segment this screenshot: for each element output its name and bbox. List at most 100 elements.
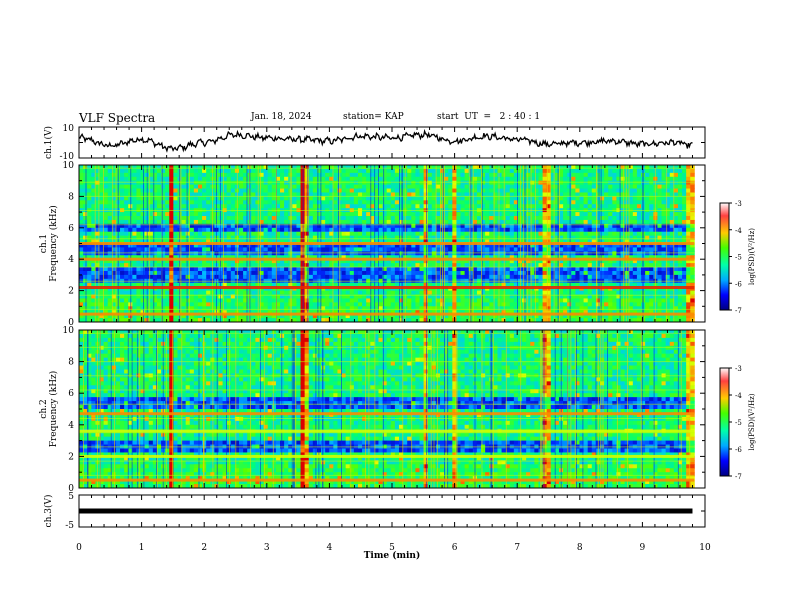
spectrogram-ch1-cell (661, 172, 667, 178)
spectrogram-ch1-cell (120, 176, 125, 182)
spectrogram-ch1-cell (435, 180, 441, 186)
spectrogram-ch1-cell (538, 196, 543, 201)
spectrogram-ch1-cell (185, 294, 191, 299)
spectrogram-ch1-cell (312, 192, 318, 197)
spectrogram-ch1-cell (579, 204, 584, 209)
spectrogram-ch1-cell (612, 243, 617, 248)
spectrogram-ch1-cell (169, 247, 174, 252)
spectrogram-ch1-cell (628, 251, 634, 256)
spectrogram-ch1-cell (419, 227, 424, 233)
spectrogram-ch1-cell (136, 192, 141, 197)
spectrogram-ch1-cell (165, 274, 170, 280)
spectrogram-ch1-cell (341, 282, 347, 288)
spectrogram-ch1-cell (661, 231, 667, 237)
spectrogram-ch1-cell (567, 239, 572, 244)
spectrogram-ch1-cell (333, 204, 338, 209)
spectrogram-ch1-cell (608, 231, 613, 237)
spectrogram-ch1-cell (583, 196, 589, 201)
spectrogram-ch1-cell (448, 184, 453, 189)
spectrogram-ch1-cell (185, 231, 191, 237)
spectrogram-ch1-cell (673, 267, 679, 272)
spectrogram-ch1-cell (136, 172, 141, 178)
spectrogram-ch1-cell (472, 227, 478, 233)
spectrogram-ch1-cell (612, 180, 617, 186)
spectrogram-ch1-cell (238, 290, 244, 295)
spectrogram-ch1-cell (657, 188, 662, 193)
spectrogram-ch1-cell (636, 270, 642, 276)
spectrogram-ch1-cell (83, 274, 88, 280)
spectrogram-ch1-cell (628, 172, 634, 178)
spectrogram-ch1-cell (275, 235, 281, 240)
spectrogram-ch1-cell (501, 180, 507, 186)
spectrogram-ch1-cell (550, 223, 556, 229)
spectrogram-ch1-cell (534, 168, 539, 174)
spectrogram-ch1-cell (542, 282, 548, 288)
spectrogram-ch1-cell (136, 227, 141, 233)
spectrogram-ch1-cell (99, 216, 105, 221)
spectrogram-ch1-cell (169, 259, 174, 264)
spectrogram-ch1-cell (325, 239, 330, 244)
spectrogram-ch1-cell (284, 176, 289, 182)
spectrogram-ch1-cell (669, 290, 675, 295)
spectrogram-ch1-cell (280, 219, 285, 225)
spectrogram-ch1-cell (636, 231, 642, 237)
spectrogram-ch1-cell (169, 267, 174, 272)
spectrogram-ch1-cell (271, 223, 277, 229)
spectrogram-ch1-cell (423, 172, 429, 178)
spectrogram-ch1-cell (169, 263, 174, 268)
spectrogram-ch1-cell (107, 219, 113, 225)
spectrogram-ch1-cell (267, 180, 273, 186)
spectrogram-ch1-cell (636, 243, 642, 248)
spectrogram-ch1-cell (558, 274, 564, 280)
spectrogram-ch1-cell (534, 263, 539, 268)
spectrogram-ch1-cell (99, 192, 105, 197)
spectrogram-ch1-cell (312, 274, 318, 280)
spectrogram-ch1-cell (636, 196, 642, 201)
spectrogram-ch1-cell (202, 294, 207, 299)
spectrogram-ch1-cell (280, 263, 285, 268)
spectrogram-ch1-cell (370, 235, 375, 240)
spectrogram-ch1-cell (95, 223, 100, 229)
spectrogram-ch1-cell (526, 192, 531, 197)
spectrogram-ch1-cell (575, 263, 580, 268)
spectrogram-ch1-cell (591, 196, 597, 201)
spectrogram-ch1-cell (304, 263, 310, 268)
spectrogram-ch1-cell (95, 243, 100, 248)
spectrogram-ch1-cell (415, 165, 420, 170)
spectrogram-ch1-cell (349, 270, 355, 276)
spectrogram-ch1-cell (197, 255, 203, 260)
spectrogram-ch1-cell (353, 188, 359, 193)
spectrogram-ch1-cell (312, 172, 318, 178)
spectrogram-ch1-cell (95, 192, 100, 197)
spectrogram-ch1-cell (284, 180, 289, 186)
spectrogram-ch1-cell (202, 168, 207, 174)
spectrogram-ch1-cell (197, 176, 203, 182)
spectrogram-ch1-cell (316, 270, 322, 276)
spectrogram-ch1-cell (571, 274, 576, 280)
spectrogram-ch1-cell (378, 251, 383, 256)
spectrogram-ch1-cell (185, 204, 191, 209)
spectrogram-ch1-cell (407, 247, 412, 252)
spectrogram-ch1-cell (222, 192, 228, 197)
spectrogram-ch1-cell (669, 216, 675, 221)
spectrogram-ch1-cell (238, 267, 244, 272)
spectrogram-ch1-cell (485, 176, 490, 182)
spectrogram-ch1-cell (415, 168, 420, 174)
spectrogram-ch1-cell (435, 270, 441, 276)
spectrogram-ch1-cell (538, 282, 543, 288)
spectrogram-ch1-cell (152, 184, 158, 189)
spectrogram-ch1-cell (444, 263, 449, 268)
spectrogram-ch1-cell (353, 270, 359, 276)
spectrogram-ch1-cell (357, 196, 363, 201)
spectrogram-ch1-cell (649, 188, 654, 193)
spectrogram-ch1-cell (222, 227, 228, 233)
spectrogram-ch1-cell (554, 219, 560, 225)
spectrogram-ch1-cell (345, 219, 351, 225)
spectrogram-ch1-cell (226, 200, 232, 205)
spectrogram-ch1-cell (579, 216, 584, 221)
spectrogram-ch1-cell (452, 259, 457, 264)
spectrogram-ch1-cell (136, 200, 141, 205)
spectrogram-ch1-cell (579, 180, 584, 186)
spectrogram-ch1-cell (472, 172, 478, 178)
spectrogram-ch1-cell (571, 219, 576, 225)
